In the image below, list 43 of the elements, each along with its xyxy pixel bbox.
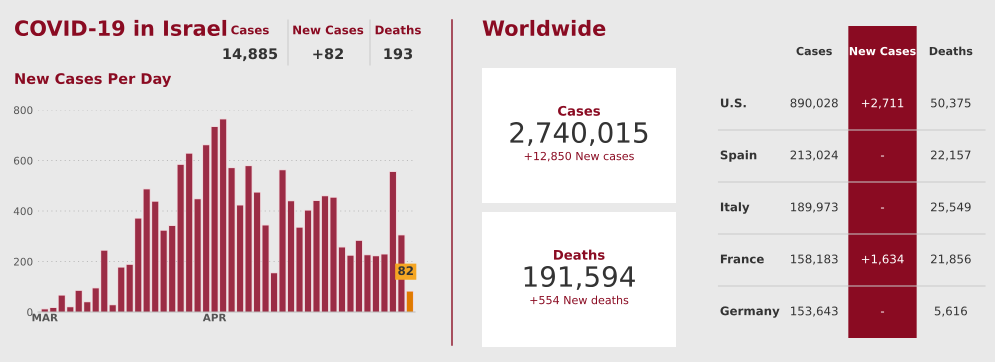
text: +554 New deaths: [530, 296, 628, 304]
text: 890,028: [790, 98, 838, 109]
text: 193: [384, 48, 412, 60]
category-label: Deaths: [554, 250, 605, 260]
text: +82: [313, 48, 343, 60]
text: 5,616: [934, 306, 967, 317]
text: 191,594: [524, 266, 635, 290]
category-label: Cases: [558, 106, 600, 116]
category-label: U.S.: [720, 98, 746, 108]
text: 153,643: [791, 306, 838, 317]
text: 213,024: [790, 150, 838, 161]
category-label: France: [720, 254, 764, 264]
text: Worldwide: [482, 20, 606, 36]
y-tick-label: 200: [14, 258, 32, 266]
category-label: Spain: [720, 150, 756, 162]
text: 21,856: [931, 254, 971, 265]
text: 22,157: [931, 150, 970, 161]
y-tick-label: 400: [14, 207, 32, 216]
category-label: New Cases: [850, 46, 916, 56]
text: COVID-19 in Israel: [15, 20, 226, 36]
text: +12,850 New cases: [524, 152, 634, 162]
data-label: 82: [398, 266, 413, 276]
text: 25,549: [931, 202, 971, 213]
text: +2,711: [862, 98, 904, 109]
text: 189,973: [791, 202, 838, 213]
category-label: Cases: [231, 25, 269, 34]
category-label: Cases: [796, 46, 832, 56]
category-label: Deaths: [930, 46, 972, 56]
chart-title: New Cases Per Day: [15, 73, 172, 88]
text: 14,885: [224, 48, 278, 62]
category-label: New Cases: [293, 25, 364, 34]
text: +1,634: [862, 254, 904, 265]
text: 158,183: [791, 254, 838, 265]
text: 50,375: [931, 98, 970, 109]
x-tick-label: MAR: [32, 314, 58, 322]
y-tick-label: 0: [27, 308, 32, 316]
text: 2,740,015: [510, 122, 648, 146]
y-tick-label: 600: [14, 156, 32, 165]
x-tick-label: APR: [202, 314, 226, 322]
category-label: Deaths: [376, 25, 421, 34]
category-label: Italy: [720, 202, 750, 214]
category-label: Germany: [720, 306, 780, 318]
y-tick-label: 800: [14, 106, 32, 114]
